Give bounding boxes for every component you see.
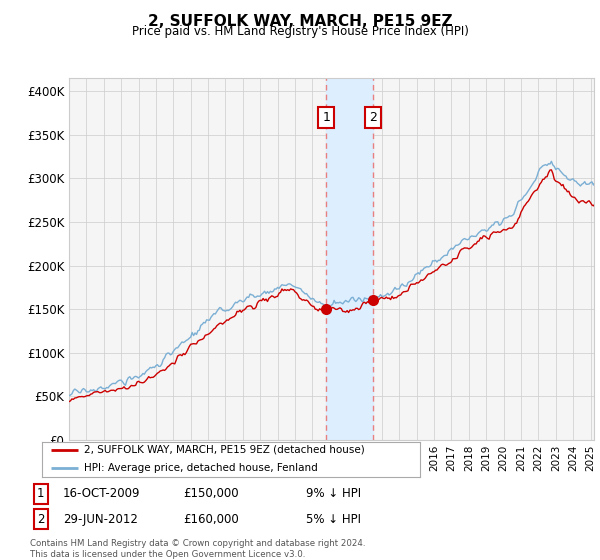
- Text: 5% ↓ HPI: 5% ↓ HPI: [306, 512, 361, 526]
- Bar: [326, 78, 373, 440]
- Text: 2, SUFFOLK WAY, MARCH, PE15 9EZ: 2, SUFFOLK WAY, MARCH, PE15 9EZ: [148, 14, 452, 29]
- Text: HPI: Average price, detached house, Fenland: HPI: Average price, detached house, Fenl…: [83, 463, 317, 473]
- Text: £160,000: £160,000: [183, 512, 239, 526]
- Text: 16-OCT-2009: 16-OCT-2009: [63, 487, 140, 501]
- Text: 1: 1: [322, 111, 330, 124]
- Text: £150,000: £150,000: [183, 487, 239, 501]
- Text: 9% ↓ HPI: 9% ↓ HPI: [306, 487, 361, 501]
- Text: 29-JUN-2012: 29-JUN-2012: [63, 512, 138, 526]
- Text: 2: 2: [37, 512, 44, 526]
- Text: 1: 1: [37, 487, 44, 501]
- Text: 2: 2: [369, 111, 377, 124]
- Text: Price paid vs. HM Land Registry's House Price Index (HPI): Price paid vs. HM Land Registry's House …: [131, 25, 469, 38]
- Text: Contains HM Land Registry data © Crown copyright and database right 2024.
This d: Contains HM Land Registry data © Crown c…: [30, 539, 365, 559]
- Text: 2, SUFFOLK WAY, MARCH, PE15 9EZ (detached house): 2, SUFFOLK WAY, MARCH, PE15 9EZ (detache…: [83, 445, 364, 455]
